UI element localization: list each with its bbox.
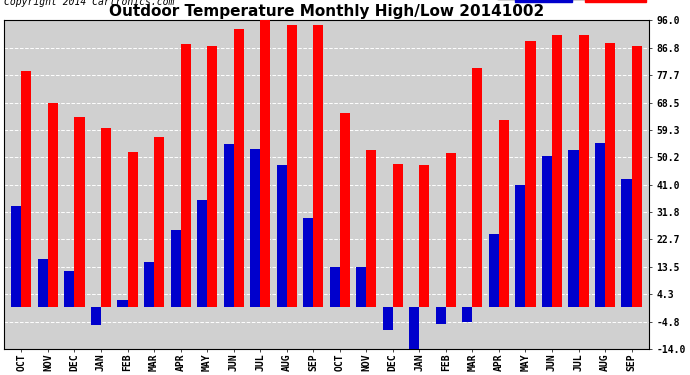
Bar: [277, 165, 287, 307]
Bar: [154, 137, 164, 307]
Bar: [366, 150, 376, 307]
Bar: [38, 260, 48, 307]
Bar: [499, 120, 509, 307]
Bar: [117, 300, 128, 307]
Text: Copyright 2014 Cartronics.com: Copyright 2014 Cartronics.com: [4, 0, 175, 7]
Bar: [383, 307, 393, 330]
Bar: [48, 102, 58, 307]
Bar: [260, 20, 270, 307]
Bar: [224, 144, 234, 307]
Bar: [64, 272, 75, 307]
Bar: [313, 25, 324, 307]
Bar: [339, 113, 350, 307]
Bar: [21, 71, 32, 307]
Bar: [462, 307, 473, 322]
Bar: [101, 128, 111, 307]
Bar: [128, 152, 137, 307]
Title: Outdoor Temperature Monthly High/Low 20141002: Outdoor Temperature Monthly High/Low 201…: [109, 4, 544, 19]
Bar: [356, 267, 366, 307]
Bar: [303, 217, 313, 307]
Bar: [595, 143, 605, 307]
Bar: [526, 41, 535, 307]
Bar: [393, 164, 403, 307]
Bar: [631, 46, 642, 307]
Bar: [436, 307, 446, 324]
Bar: [144, 262, 154, 307]
Bar: [287, 25, 297, 307]
Bar: [542, 156, 552, 307]
Bar: [11, 206, 21, 307]
Bar: [75, 117, 85, 307]
Bar: [473, 68, 482, 307]
Bar: [409, 307, 420, 349]
Bar: [605, 43, 615, 307]
Bar: [446, 153, 456, 307]
Bar: [552, 35, 562, 307]
Bar: [181, 44, 190, 307]
Bar: [489, 234, 499, 307]
Bar: [622, 179, 631, 307]
Bar: [578, 35, 589, 307]
Bar: [515, 184, 526, 307]
Bar: [170, 230, 181, 307]
Bar: [91, 307, 101, 325]
Bar: [197, 200, 207, 307]
Bar: [207, 46, 217, 307]
Bar: [250, 149, 260, 307]
Bar: [569, 150, 578, 307]
Bar: [420, 165, 429, 307]
Bar: [330, 267, 339, 307]
Bar: [234, 29, 244, 307]
